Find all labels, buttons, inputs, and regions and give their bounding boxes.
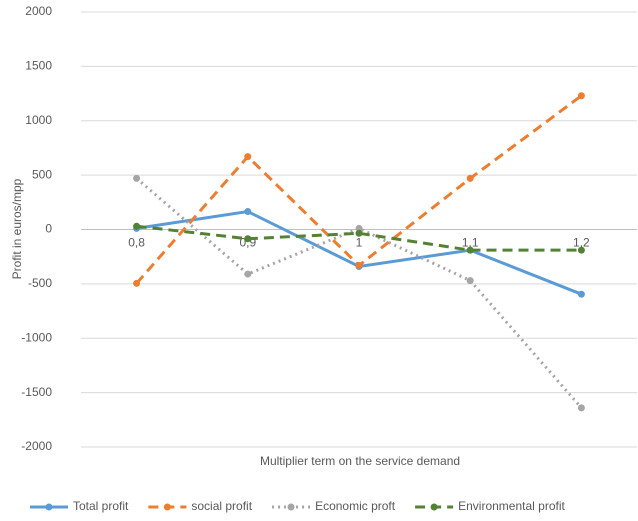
data-point xyxy=(577,290,585,298)
y-tick-label: 500 xyxy=(32,167,52,181)
x-tick-label: 0,8 xyxy=(128,236,145,250)
y-tick-label: 2000 xyxy=(25,4,52,18)
data-point xyxy=(244,270,252,278)
legend-label: Total profit xyxy=(73,499,129,513)
y-tick-label: -1000 xyxy=(21,330,52,344)
data-point xyxy=(133,222,141,230)
data-point xyxy=(355,261,363,269)
data-point xyxy=(577,404,585,412)
y-tick-label: -1500 xyxy=(21,385,52,399)
legend-label: social profit xyxy=(191,499,252,513)
data-point xyxy=(355,224,363,232)
data-point xyxy=(577,92,585,100)
series-line xyxy=(136,224,582,252)
legend-marker xyxy=(430,503,438,511)
legend-marker xyxy=(163,503,171,511)
legend-item: Economic proft xyxy=(272,499,396,513)
legend-item: Total profit xyxy=(30,499,129,513)
data-point xyxy=(466,277,474,285)
data-point xyxy=(133,279,141,287)
x-tick-label: 1,2 xyxy=(573,236,590,250)
series-line xyxy=(136,210,582,296)
y-tick-label: -500 xyxy=(28,276,52,290)
data-point xyxy=(133,174,141,182)
data-point xyxy=(466,246,474,254)
data-point xyxy=(244,235,252,243)
y-tick-label: 1500 xyxy=(25,59,52,73)
data-point xyxy=(244,208,252,216)
data-point xyxy=(355,229,363,237)
legend-marker xyxy=(287,503,295,511)
legend-label: Environmental profit xyxy=(458,499,565,513)
data-point xyxy=(466,174,474,182)
x-axis-title: Multiplier term on the service demand xyxy=(260,454,460,468)
y-tick-label: 1000 xyxy=(25,113,52,127)
legend-item: social profit xyxy=(148,499,253,513)
x-tick-label: 1 xyxy=(356,236,363,250)
data-point xyxy=(244,153,252,161)
y-tick-label: 0 xyxy=(45,222,52,236)
y-tick-label: -2000 xyxy=(21,439,52,453)
legend-marker xyxy=(45,503,53,511)
legend-item: Environmental profit xyxy=(415,499,565,513)
y-axis-title: Profit in euros/mpp xyxy=(10,178,24,279)
series-line xyxy=(135,94,583,285)
data-point xyxy=(577,246,585,254)
series-line xyxy=(135,177,583,409)
legend-label: Economic proft xyxy=(315,499,396,513)
x-tick-label: 1,1 xyxy=(462,236,479,250)
